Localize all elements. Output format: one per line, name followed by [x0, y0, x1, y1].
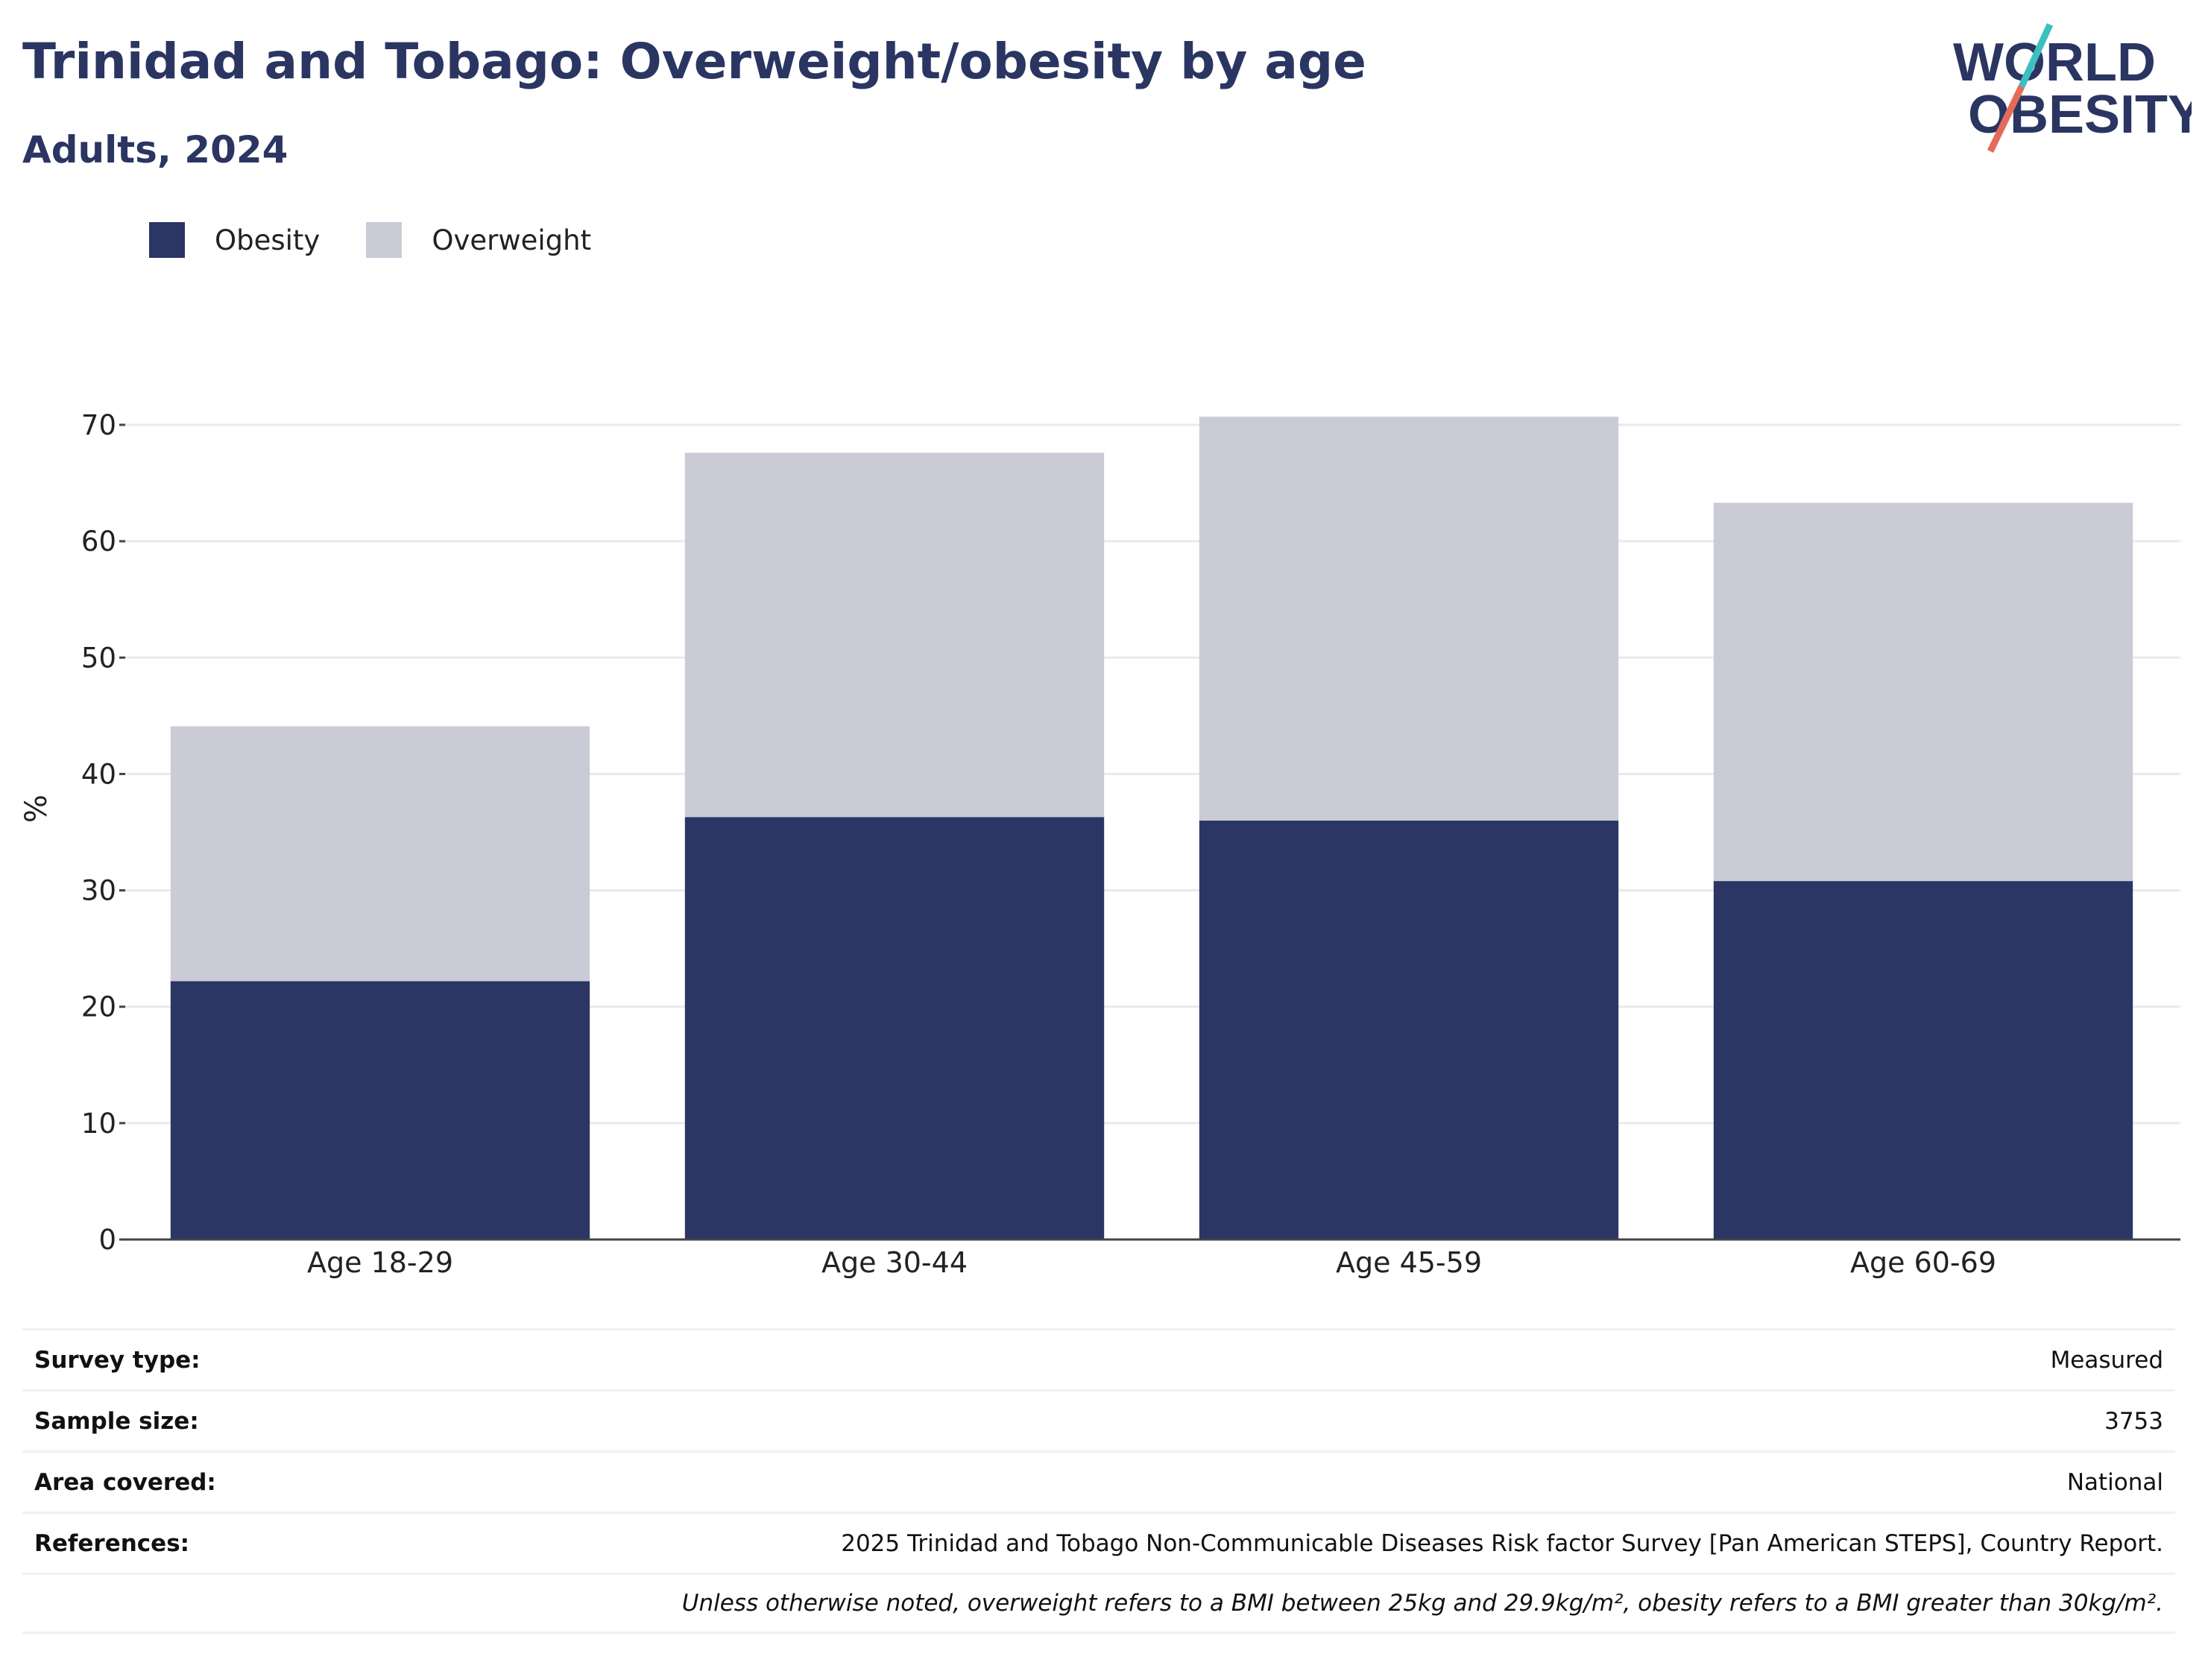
bar-obesity: [1199, 820, 1619, 1240]
info-label: Sample size:: [34, 1407, 199, 1435]
legend-label-overweight: Overweight: [432, 224, 592, 256]
y-tick-label: 20: [81, 991, 116, 1023]
info-label: Area covered:: [34, 1468, 216, 1496]
info-value: Measured: [2050, 1346, 2163, 1374]
chart-legend: Obesity Overweight: [149, 222, 637, 258]
bar-overweight: [1199, 417, 1619, 821]
info-value: 2025 Trinidad and Tobago Non-Communicabl…: [841, 1529, 2163, 1557]
y-tick-label: 10: [81, 1108, 116, 1140]
bar-obesity: [170, 981, 590, 1240]
info-label: Survey type:: [34, 1346, 201, 1374]
world-obesity-logo: WORLD OBESITY: [1953, 23, 2192, 153]
legend-swatch-overweight: [366, 222, 403, 258]
definition-note: Unless otherwise noted, overweight refer…: [681, 1590, 2163, 1617]
y-axis-label: %: [19, 795, 54, 823]
bar-overweight: [1713, 502, 2133, 882]
legend-item-overweight: Overweight: [366, 222, 591, 258]
legend-swatch-obesity: [149, 222, 185, 258]
chart-subtitle: Adults, 2024: [22, 128, 288, 171]
x-tick-label: Age 60-69: [1850, 1246, 1996, 1279]
info-label: References:: [34, 1529, 190, 1557]
survey-info-table: Survey type: Measured Sample size: 3753 …: [22, 1328, 2175, 1634]
logo-line-1: WORLD: [1953, 33, 2156, 92]
legend-label-obesity: Obesity: [215, 224, 321, 256]
bar-obesity: [684, 817, 1105, 1240]
y-tick-label: 50: [81, 642, 116, 674]
y-tick-label: 70: [81, 409, 116, 441]
bar-overweight: [170, 726, 590, 982]
x-tick-label: Age 45-59: [1336, 1246, 1482, 1279]
y-tick-label: 30: [81, 875, 116, 907]
info-row-references: References: 2025 Trinidad and Tobago Non…: [22, 1512, 2175, 1573]
x-tick-label: Age 18-29: [307, 1246, 453, 1279]
info-row-area-covered: Area covered: National: [22, 1450, 2175, 1512]
info-row-definition-note: Unless otherwise noted, overweight refer…: [22, 1573, 2175, 1634]
x-tick-label: Age 30-44: [821, 1246, 968, 1279]
info-value: 3753: [2104, 1407, 2163, 1435]
info-value: National: [2066, 1468, 2163, 1496]
y-tick-label: 60: [81, 525, 116, 558]
info-row-survey-type: Survey type: Measured: [22, 1328, 2175, 1389]
bar-overweight: [684, 452, 1105, 818]
y-tick-label: 40: [81, 758, 116, 790]
info-row-sample-size: Sample size: 3753: [22, 1389, 2175, 1450]
legend-item-obesity: Obesity: [149, 222, 320, 258]
y-tick-label: 0: [98, 1224, 116, 1256]
chart-title: Trinidad and Tobago: Overweight/obesity …: [22, 33, 1366, 90]
stacked-bar-chart: 0 10 20 30 40 50 60 70% Age 18-29 Age 30-44 Age 45…: [19, 409, 2180, 1279]
bar-obesity: [1713, 881, 2133, 1240]
